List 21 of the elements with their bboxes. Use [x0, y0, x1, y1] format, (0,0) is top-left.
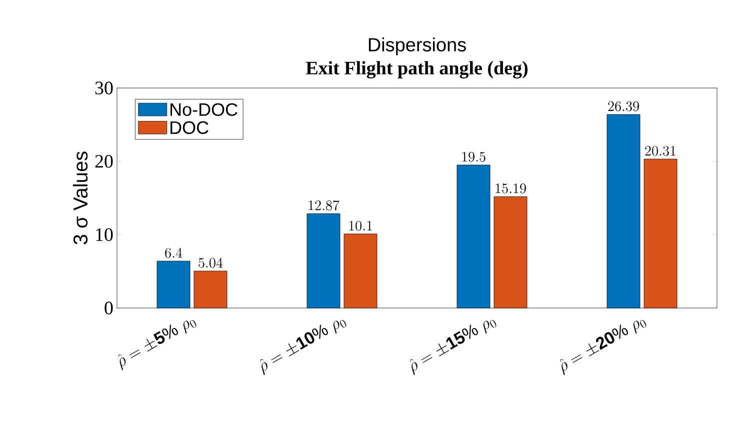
x-tick-label: $\hat{\rho}=\pm\mathbf{10}\%\ \rho_0$ — [260, 320, 346, 376]
data-label: 26.39 — [608, 101, 639, 112]
y-tick-label: 20 — [95, 154, 113, 168]
data-label: 20.31 — [645, 146, 676, 156]
legend-label: DOC — [170, 121, 208, 134]
data-label: 15. 19 — [496, 184, 526, 194]
x-tick-label: $\hat{\rho}=\pm\mathbf{15}\%\ \rho_0$ — [410, 320, 496, 376]
y-tick-label: 10 — [96, 228, 113, 242]
legend-label: No-DOC — [170, 103, 238, 116]
data-label: 5.04 — [198, 258, 223, 268]
x-tick-label: $\hat{\rho}=\pm\mathbf{20}\%\ \rho_0$ — [560, 320, 646, 376]
data-label: 10. 1 — [349, 220, 372, 231]
chart-title: Dispersions — [368, 38, 466, 56]
data-label: 19.5 — [462, 152, 486, 162]
y-axis-title: 3 σ Values — [72, 152, 88, 244]
y-tick-label: 30 — [95, 82, 113, 94]
data-label: 6.4 — [165, 248, 182, 258]
data-label: 12.87 — [308, 200, 340, 210]
y-tick-label: 0 — [104, 302, 113, 314]
x-tick-label: $\hat{\rho}=\pm\mathbf{5}\%\ \rho_0$ — [118, 320, 196, 370]
chart-subtitle: Exit Flight path angle (deg) — [306, 61, 528, 78]
